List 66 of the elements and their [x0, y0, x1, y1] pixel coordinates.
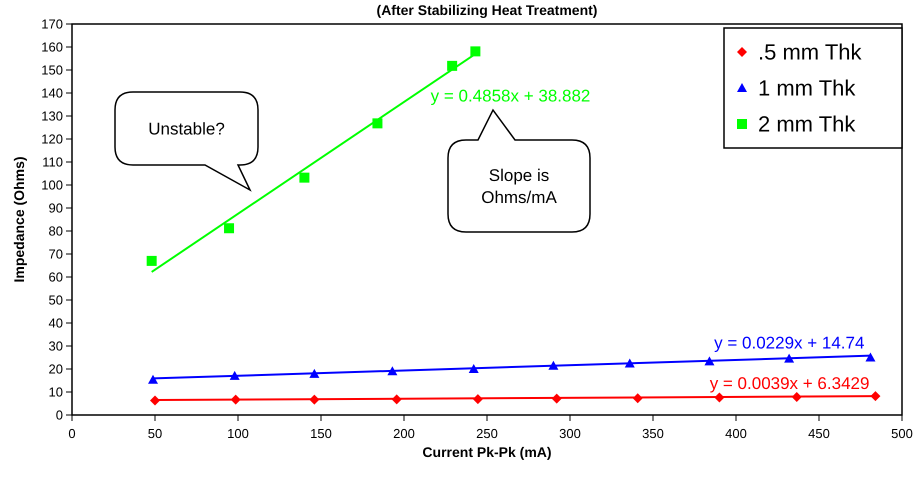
point [230, 394, 241, 405]
x-tick-label: 0 [68, 426, 76, 441]
point [148, 374, 158, 384]
y-tick-label: 110 [42, 154, 63, 170]
y-tick-label: 130 [41, 108, 63, 124]
chart-title: (After Stabilizing Heat Treatment) [376, 2, 598, 18]
x-tick-label: 500 [891, 426, 913, 441]
annotation: Unstable? [148, 120, 225, 138]
x-axis-title: Current Pk-Pk (mA) [422, 444, 552, 460]
point [865, 352, 876, 362]
x-tick-label: 100 [227, 426, 249, 441]
series-label: y = 0.0229x + 14.74 [714, 334, 864, 353]
point [299, 172, 310, 183]
point [447, 60, 458, 71]
y-tick-label: 40 [48, 316, 63, 331]
point [714, 392, 724, 403]
series-label: y = 0.0039x + 6.3429 [710, 374, 870, 394]
point [387, 366, 398, 376]
x-tick-label: 150 [310, 426, 332, 441]
y-tick-label: 150 [41, 62, 63, 78]
x-tick-label: 450 [808, 426, 830, 441]
x-tick-label: 250 [476, 426, 498, 441]
point [372, 118, 382, 128]
y-tick-label: 140 [41, 86, 63, 101]
legend-label: 2 mm Thk [758, 112, 856, 137]
y-tick-label: 100 [41, 178, 63, 193]
x-tick-label: 300 [559, 426, 581, 441]
x-tick-label: 200 [393, 426, 415, 441]
y-tick-label: 60 [48, 270, 63, 285]
y-tick-label: 30 [48, 338, 63, 354]
y-tick-label: 80 [48, 224, 63, 239]
x-tick-label: 350 [642, 426, 664, 441]
y-tick-label: 90 [48, 200, 63, 216]
series-label: y = 0.4858x + 38.882 [430, 86, 590, 106]
point [552, 394, 562, 404]
point [309, 368, 320, 378]
point [470, 46, 480, 56]
point [792, 392, 802, 402]
point [150, 396, 160, 406]
point [472, 394, 483, 404]
y-tick-label: 160 [41, 40, 63, 55]
x-tick-label: 400 [725, 426, 747, 441]
point [230, 370, 240, 380]
point [468, 364, 479, 373]
y-tick-label: 70 [48, 246, 63, 262]
point [632, 393, 643, 404]
point [309, 394, 320, 405]
point [224, 223, 234, 234]
point [146, 256, 157, 266]
y-tick-label: 20 [48, 362, 63, 377]
y-tick-label: 50 [48, 292, 63, 308]
point [548, 360, 558, 370]
y-tick-label: 10 [48, 384, 63, 400]
y-tick-label: 170 [41, 16, 63, 32]
legend-label: .5 mm Thk [758, 40, 862, 65]
y-axis-title: Impedance (Ohms) [11, 156, 27, 283]
x-tick-label: 50 [148, 426, 162, 441]
y-tick-label: 120 [41, 132, 63, 147]
y-tick-label: 0 [56, 408, 63, 423]
point [784, 354, 794, 363]
point [870, 391, 880, 402]
point [392, 394, 402, 404]
legend-label: 1 mm Thk [758, 76, 856, 101]
point [624, 358, 635, 368]
annotation: Slope is Ohms/mA [481, 166, 558, 207]
point [704, 356, 714, 366]
